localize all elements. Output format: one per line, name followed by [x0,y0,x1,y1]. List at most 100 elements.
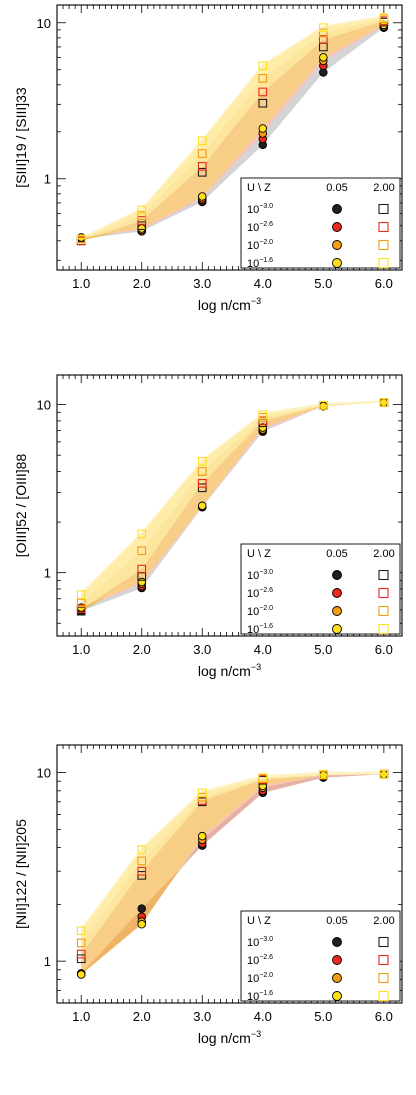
data-point-square [197,456,207,466]
plot-frame [56,4,403,271]
data-point-square [258,98,268,108]
legend-row-exponent: −1.6 [259,257,273,264]
legend-square [378,623,389,635]
model-band [81,26,384,240]
data-point-square [137,866,147,876]
model-band [81,27,384,240]
legend-circle [332,955,342,965]
x-tick-label: 5.0 [314,1009,332,1024]
x-tick-label: 2.0 [133,1009,151,1024]
data-point-square [258,410,268,420]
model-band [81,402,384,612]
data-point-square [137,856,147,866]
data-point-square [137,216,147,225]
x-axis-label-base: log n/cm [198,663,251,679]
legend-square [378,587,389,599]
legend-row-base: 10 [247,204,259,216]
y-axis-label: [NII]122 / [NII]205 [13,819,29,929]
plot-frame [56,744,403,1004]
legend-row-base: 10 [247,588,259,600]
data-point-square [318,28,328,38]
legend-row-base: 10 [247,955,259,967]
legend-square [378,221,389,233]
data-point-square [76,604,86,614]
legend-box [240,910,401,1002]
data-point-circle [379,398,389,407]
legend-circle [332,258,342,268]
y-axis-label: [OIII]52 / [OIII]88 [13,454,29,558]
data-point-square [197,788,207,798]
y-tick-label: 1 [44,172,51,187]
legend-row-base: 10 [247,606,259,618]
x-tick-label: 5.0 [314,642,332,657]
x-tick-label: 3.0 [193,1009,211,1024]
legend-row-label: 10−1.6 [247,623,273,636]
legend-box [240,177,401,269]
x-tick-label: 1.0 [72,276,90,291]
model-bands [81,15,384,241]
legend-square [378,257,389,269]
data-point-square [197,467,207,476]
x-tick-label: 1.0 [72,1009,90,1024]
legend-circle [332,973,342,983]
data-point-circle [137,919,146,929]
data-point-square [197,483,207,493]
legend-row-label: 10−2.0 [247,605,273,618]
x-tick-label: 3.0 [193,276,211,291]
y-tick-label: 1 [44,954,51,969]
data-point-circle [76,970,86,979]
legend-square [378,990,389,1002]
legend-row-label: 10−2.6 [247,221,273,234]
data-point-square [318,35,328,44]
data-point-circle [137,904,146,913]
legend-row-base: 10 [247,624,259,636]
legend-row-exponent: −2.0 [259,605,273,612]
y-tick-label: 10 [37,16,51,31]
data-point-square [197,162,207,171]
model-band [81,774,384,955]
data-point-circle [379,769,389,779]
legend-square [378,954,389,966]
markers [76,769,389,979]
x-tick-label: 4.0 [254,276,272,291]
legend-row-exponent: −1.6 [259,990,273,997]
legend-circle [332,624,342,634]
x-tick-label: 2.0 [133,642,151,657]
data-point-circle [258,124,268,133]
x-axis-label-exponent: −3 [251,662,261,672]
legend-square [378,972,389,984]
y-axis: 1 10 [37,16,402,261]
data-point-square [137,546,147,556]
legend-circle [332,204,342,214]
markers [76,398,389,616]
legend-row-exponent: −1.6 [259,623,273,630]
data-point-square [197,149,207,158]
legend-header-z2: 2.00 [373,182,394,194]
x-tick-label: 4.0 [254,1009,272,1024]
x-tick-label: 4.0 [254,642,272,657]
data-point-square [318,769,328,779]
legend-row-exponent: −3.0 [259,203,273,210]
y-tick-label: 1 [44,566,51,581]
data-point-square [379,13,389,22]
legend-row-exponent: −2.0 [259,972,273,979]
legend-row-exponent: −2.6 [259,221,273,228]
legend-circle [332,240,342,250]
legend-row-label: 10−2.0 [247,972,273,985]
data-point-square [76,954,86,964]
legend-circle [332,991,342,1001]
legend-row-base: 10 [247,973,259,985]
legend-circle [332,588,342,598]
x-tick-label: 3.0 [193,642,211,657]
data-point-square [258,74,268,83]
legend-circle [332,937,342,947]
legend-row-label: 10−1.6 [247,257,273,270]
model-band [81,774,384,975]
model-bands [81,400,384,612]
legend-row-label: 10−2.6 [247,954,273,967]
legend-header-z1: 0.05 [326,548,347,560]
data-point-circle [198,831,207,841]
